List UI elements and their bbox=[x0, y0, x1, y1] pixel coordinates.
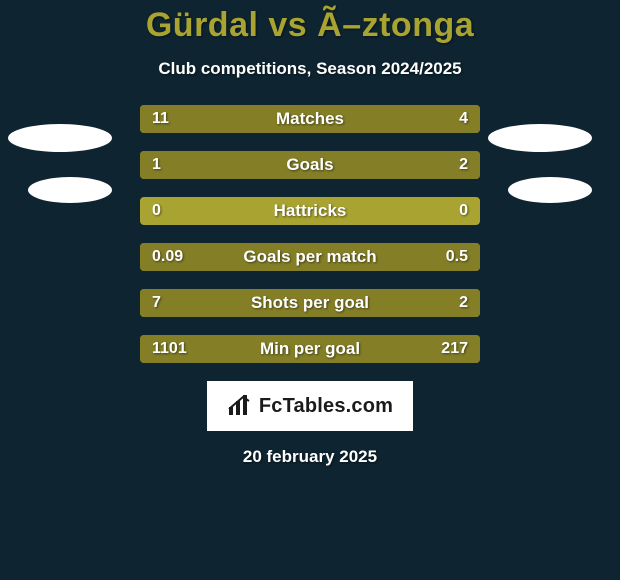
stat-value-left: 1101 bbox=[140, 335, 187, 363]
stat-value-right: 2 bbox=[459, 289, 480, 317]
stat-row: 72Shots per goal bbox=[0, 289, 620, 317]
stat-value-right: 4 bbox=[459, 105, 480, 133]
avatar-ellipse bbox=[8, 124, 112, 152]
stat-value-right: 217 bbox=[441, 335, 480, 363]
stat-bar-left-fill bbox=[140, 105, 388, 133]
page-subtitle: Club competitions, Season 2024/2025 bbox=[0, 59, 620, 79]
page-root: Gürdal vs Ã–ztonga Club competitions, Se… bbox=[0, 0, 620, 580]
avatar-ellipse bbox=[508, 177, 592, 203]
stat-bar-track bbox=[140, 197, 480, 225]
footer-date: 20 february 2025 bbox=[0, 447, 620, 467]
avatar-ellipse bbox=[488, 124, 592, 152]
stat-row: 00Hattricks bbox=[0, 197, 620, 225]
stat-row: 12Goals bbox=[0, 151, 620, 179]
avatar-ellipse bbox=[28, 177, 112, 203]
stat-value-left: 0.09 bbox=[140, 243, 183, 271]
stat-row: 1101217Min per goal bbox=[0, 335, 620, 363]
stat-value-left: 1 bbox=[140, 151, 161, 179]
logo-text: FcTables.com bbox=[259, 395, 393, 418]
stat-value-left: 7 bbox=[140, 289, 161, 317]
page-title: Gürdal vs Ã–ztonga bbox=[0, 6, 620, 45]
stat-row: 0.090.5Goals per match bbox=[0, 243, 620, 271]
stat-value-left: 0 bbox=[140, 197, 161, 225]
stat-bar-right-fill bbox=[191, 243, 480, 271]
stat-value-right: 0.5 bbox=[446, 243, 480, 271]
stat-value-left: 11 bbox=[140, 105, 169, 133]
logo-badge: FcTables.com bbox=[207, 381, 413, 431]
stat-value-right: 2 bbox=[459, 151, 480, 179]
stat-value-right: 0 bbox=[459, 197, 480, 225]
stat-bar-left-fill bbox=[140, 289, 405, 317]
logo-bars-icon bbox=[227, 395, 253, 417]
stat-bar-right-fill bbox=[252, 151, 480, 179]
